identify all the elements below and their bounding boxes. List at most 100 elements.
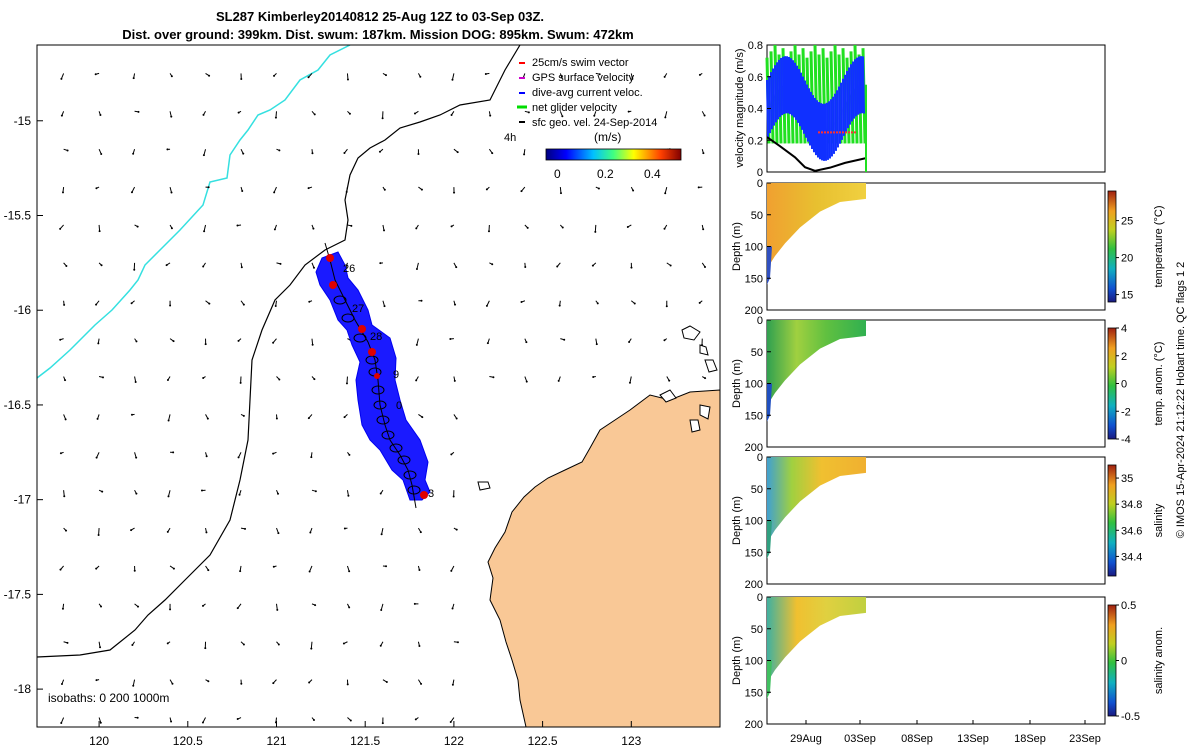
arrow-head <box>242 152 245 155</box>
arrow-head <box>240 682 243 685</box>
x-tick-label: 123 <box>621 734 641 748</box>
arrow-head <box>202 265 205 268</box>
arrow-head <box>59 452 62 455</box>
y-tick-label: -15 <box>14 114 32 128</box>
arrow-head <box>557 379 560 382</box>
surface-velocity-arrow <box>275 603 278 610</box>
sal_anom-colorbar-label: salinity anom. <box>1153 627 1165 694</box>
salinity-deep-data <box>767 520 772 559</box>
island <box>659 325 718 433</box>
arrow-head <box>418 568 421 571</box>
arrow-head <box>343 527 346 530</box>
arrow-head <box>628 381 631 384</box>
arrow-head <box>99 721 102 724</box>
arrow-head <box>383 229 386 232</box>
depth-tick-label: 200 <box>745 305 763 317</box>
date-tick-label: 13Sep <box>957 733 989 745</box>
arrow-head <box>276 608 279 611</box>
arrow-head <box>94 73 97 76</box>
colorbar-tick-label: 25 <box>1121 216 1133 228</box>
depth-tick-label: 100 <box>745 656 763 668</box>
arrow-head <box>242 303 245 306</box>
arrow-head <box>380 533 383 536</box>
arrow-head <box>450 569 453 572</box>
arrow-head <box>455 528 458 531</box>
arrow-head <box>379 644 382 647</box>
colorbar-tick-label: 34.6 <box>1121 525 1142 537</box>
dive-loop <box>407 485 421 495</box>
arrow-head <box>95 456 98 459</box>
arrow-head <box>273 74 276 77</box>
isobath-1000m <box>37 45 351 379</box>
arrow-head <box>313 378 316 381</box>
arrow-head <box>451 78 454 81</box>
arrow-head <box>417 152 420 155</box>
salinity-colorbar <box>1107 464 1117 577</box>
arrow-head <box>520 301 523 304</box>
arrow-head <box>455 266 458 269</box>
velocity-series <box>765 44 867 172</box>
surface-velocity-arrow <box>559 187 562 194</box>
arrow-head <box>698 301 701 304</box>
arrow-head <box>241 189 244 192</box>
sal_anom-section-data <box>767 597 866 686</box>
colorbar-tick-label: -2 <box>1121 406 1131 418</box>
time-series-panels: velocity magnitude (m/s) 0 0.2 0.4 0.6 0.8 0… <box>731 40 1187 745</box>
arrow-head <box>626 225 629 228</box>
depth-tick-label: 100 <box>745 379 763 391</box>
isobath-200m <box>37 45 521 658</box>
arrow-head <box>59 568 62 571</box>
arrow-head <box>273 191 276 194</box>
arrow-head <box>561 226 564 229</box>
arrow-head <box>420 682 423 685</box>
arrow-head <box>350 224 353 227</box>
colorbar-tick-label: 0 <box>1121 379 1127 391</box>
surface-velocity-arrow <box>381 527 384 535</box>
arrow-head <box>272 341 275 344</box>
arrow-head <box>137 605 140 608</box>
dive-loop <box>403 470 417 480</box>
arrow-head <box>97 533 100 536</box>
salinity-colorbar-label: salinity <box>1153 503 1165 537</box>
arrow-head <box>456 151 459 154</box>
arrow-head <box>169 304 172 307</box>
arrow-head <box>200 489 203 492</box>
colorbar-tick-label: 2 <box>1121 351 1127 363</box>
arrow-head <box>201 721 204 724</box>
arrow-head <box>413 112 416 115</box>
arrow-head <box>381 117 384 120</box>
arrow-head <box>205 455 208 458</box>
arrow-head <box>202 113 205 116</box>
arrow-head <box>130 302 133 305</box>
arrow-head <box>170 115 173 118</box>
arrow-head <box>455 417 458 420</box>
arrow-head <box>100 605 103 608</box>
arrow-head <box>343 152 346 155</box>
arrow-head <box>524 265 527 268</box>
arrow-head <box>133 268 136 271</box>
arrow-head <box>379 262 382 265</box>
legend-sfc-geo-vel: sfc geo. vel. 24-Sep-2014 <box>532 117 657 129</box>
dive-loop <box>353 333 367 343</box>
arrow-head <box>274 116 277 119</box>
temp_anom-panel: 0 50 100 150 200 Depth (m) 4 2 0 -2 -4 temp. anom. … <box>731 315 1165 454</box>
date-tick-label: 23Sep <box>1069 733 1101 745</box>
track-label: 9 <box>393 369 399 381</box>
arrow-head <box>663 227 666 230</box>
arrow-head <box>701 343 704 346</box>
temperature-colorbar <box>1107 190 1117 303</box>
depth-tick-label: 200 <box>745 579 763 591</box>
arrow-head <box>61 607 64 610</box>
colorbar-tick-label: -4 <box>1121 434 1131 446</box>
arrow-head <box>171 682 174 685</box>
colorbar-tick-label: 15 <box>1121 290 1133 302</box>
arrow-head <box>525 341 528 344</box>
isobaths-label: isobaths: 0 200 1000m <box>48 691 169 705</box>
surface-velocity-arrow <box>310 641 313 649</box>
arrow-head <box>420 299 423 302</box>
arrow-head <box>348 453 351 456</box>
arrow-head <box>348 570 351 573</box>
arrow-head <box>628 340 631 343</box>
title-line-1: SL287 Kimberley20140812 25-Aug 12Z to 03… <box>216 9 544 24</box>
legend-swim-vector: 25cm/s swim vector <box>532 57 629 69</box>
